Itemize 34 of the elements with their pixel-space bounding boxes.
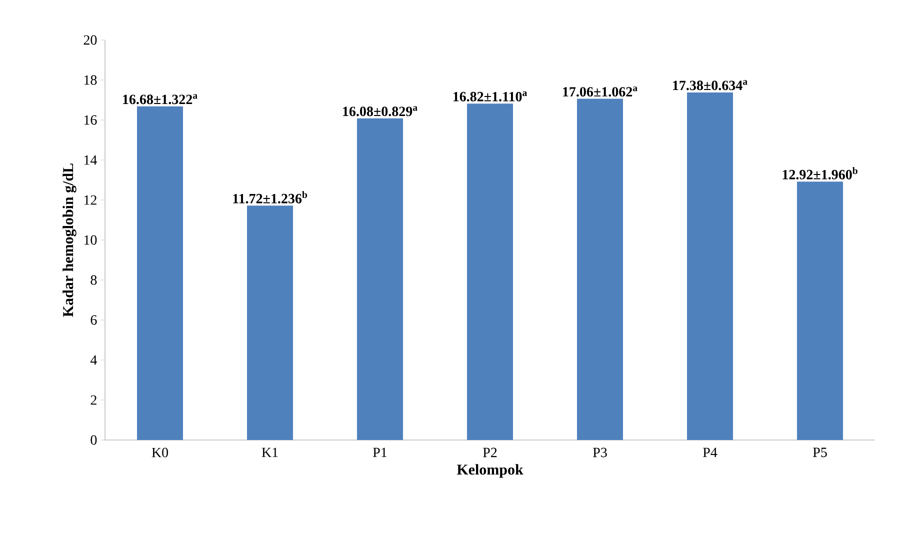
bar (137, 106, 183, 440)
x-tick-label: K1 (262, 448, 278, 458)
y-tick-label: 14 (84, 155, 97, 165)
bar (357, 118, 403, 440)
x-tick-label: P1 (373, 448, 387, 458)
x-tick-label: K0 (152, 448, 168, 458)
y-axis-title: Kadar hemoglobin g/dL (62, 164, 76, 317)
y-tick-label: 16 (84, 115, 97, 125)
data-label: 17.38±0.634$^{a}$ (673, 80, 748, 90)
y-tick-label: 10 (84, 235, 97, 245)
data-label: 16.82±1.110$^{a}$ (453, 91, 528, 102)
y-tick-label: 18 (84, 75, 97, 85)
bar (467, 104, 513, 440)
data-label: 16.68±1.322$^{a}$ (123, 94, 198, 104)
y-tick-label: 6 (90, 315, 97, 325)
x-tick-label: P5 (813, 448, 827, 458)
data-label: 16.08±0.829$^{a}$ (343, 106, 418, 116)
y-tick-label: 8 (90, 275, 97, 285)
y-tick-label: 12 (84, 195, 96, 205)
x-tick-label: P4 (703, 448, 718, 458)
y-tick-label: 20 (84, 35, 97, 45)
bar (577, 98, 623, 440)
y-tick-label: 2 (90, 395, 96, 405)
data-label: 11.72±1.236$^{b}$ (233, 191, 308, 204)
bar (247, 206, 293, 440)
y-tick-label: 0 (90, 435, 97, 445)
bar (797, 182, 843, 440)
x-tick-label: P3 (593, 448, 607, 458)
bar (687, 92, 733, 440)
data-label: 12.92±1.960$^{b}$ (782, 167, 858, 180)
data-label: 17.06±1.062$^{a}$ (563, 86, 638, 97)
x-axis-title: Kelompok (456, 464, 524, 478)
x-tick-label: P2 (483, 448, 497, 458)
y-tick-label: 4 (90, 355, 97, 365)
